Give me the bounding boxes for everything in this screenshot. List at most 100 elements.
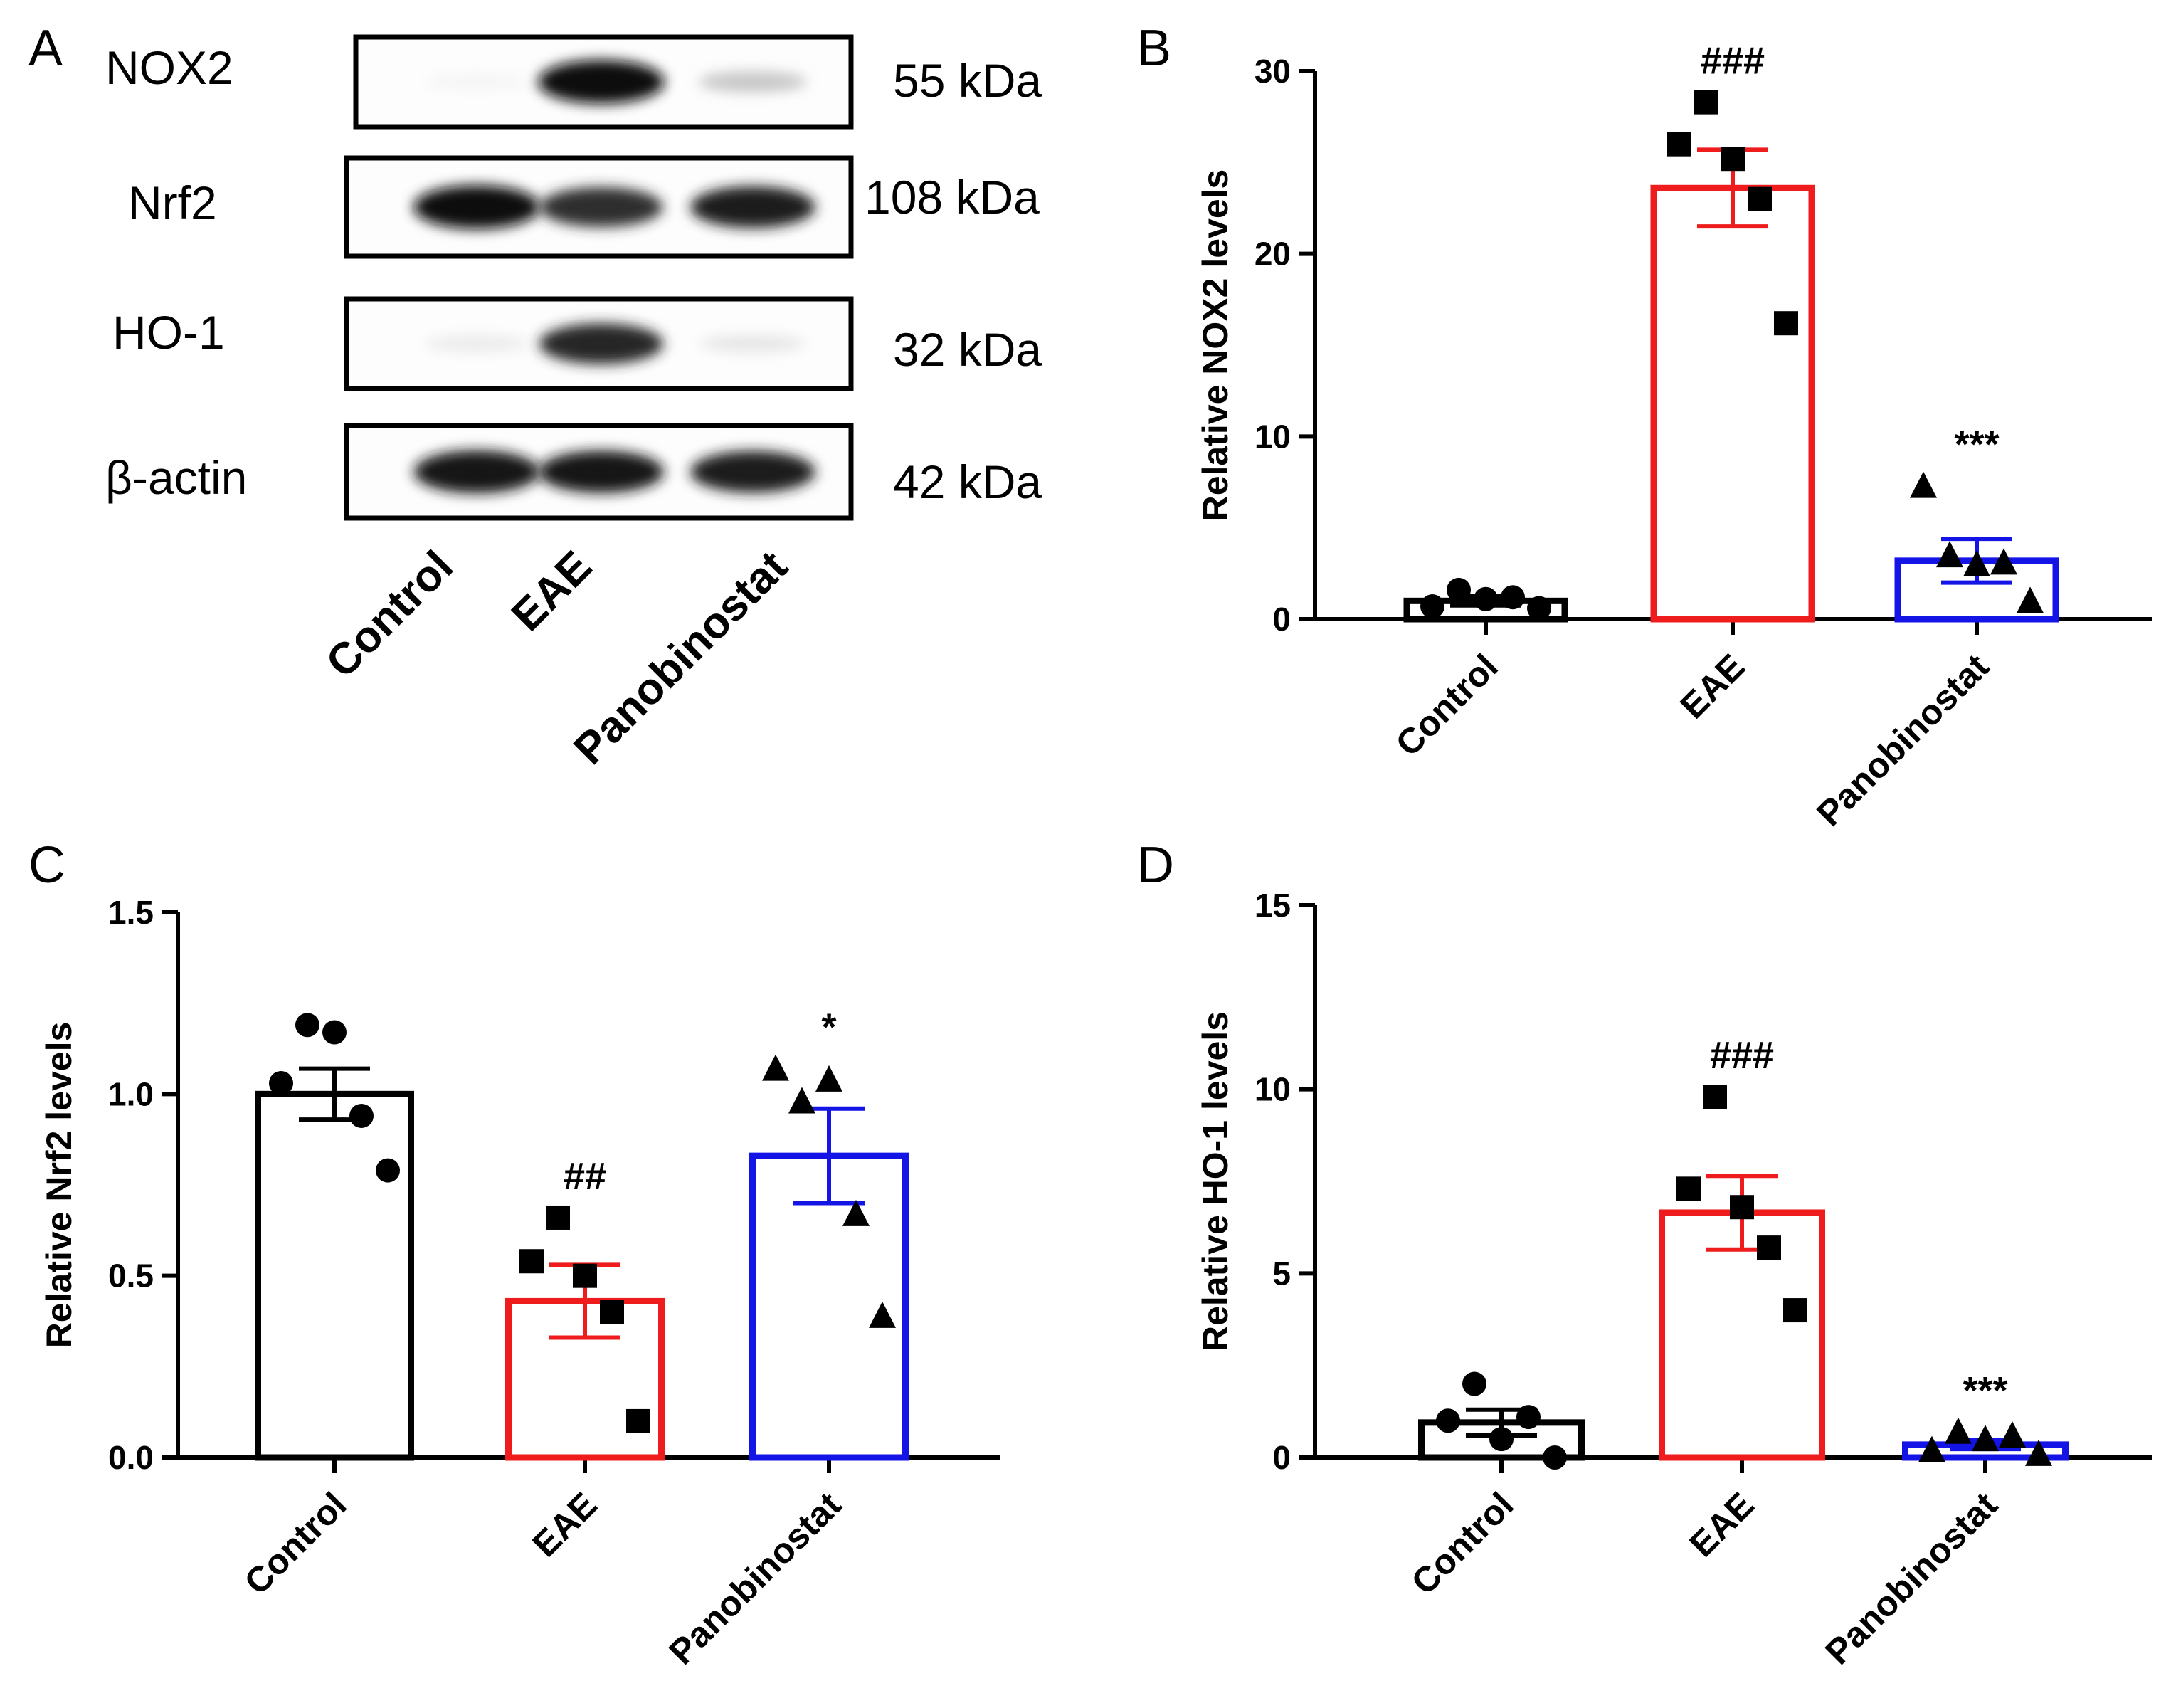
data-point-eae [1676, 1176, 1701, 1201]
blot-band-eae [539, 323, 664, 364]
nox2-bar-chart: B 0 10 20 30 Relative NOX2 levels Control ### EA… [1137, 20, 2152, 834]
blot-row-nrf2: Nrf2 108 kDa [128, 155, 1040, 259]
y-tick-label: 5 [1272, 1255, 1291, 1292]
significance-label-panobinostat: *** [1963, 1369, 2007, 1412]
data-point-panobinostat [869, 1301, 896, 1328]
data-point-panobinostat [1945, 1417, 1972, 1444]
y-tick-label: 10 [1254, 418, 1291, 455]
data-point-panobinostat [1910, 471, 1937, 498]
blot-band-control [425, 74, 529, 90]
y-axis-label: Relative HO-1 levels [1195, 1011, 1235, 1351]
data-point-panobinostat [842, 1199, 870, 1226]
significance-label-eae: ### [1710, 1034, 1774, 1077]
y-tick-label: 0 [1272, 1439, 1291, 1476]
data-point-control [1489, 1427, 1514, 1452]
data-point-eae [546, 1205, 570, 1230]
blot-band-panobinostat [700, 334, 805, 353]
blot-kda-label: 32 kDa [893, 323, 1042, 376]
blot-band-control [424, 335, 529, 352]
x-category-label-eae: EAE [524, 1485, 604, 1564]
data-point-control [1501, 585, 1525, 610]
data-point-control [322, 1020, 347, 1045]
y-tick-label: 0.5 [108, 1258, 154, 1295]
data-point-panobinostat [1918, 1435, 1945, 1462]
blot-band-eae [539, 186, 663, 228]
data-point-panobinostat [1936, 541, 1963, 568]
blot-band-control [413, 185, 541, 229]
blot-row-nox2: NOX2 55 kDa [105, 34, 1042, 130]
data-point-panobinostat [788, 1087, 815, 1114]
panel-label-c: C [28, 837, 65, 894]
blot-band-control [413, 450, 540, 494]
y-tick-label: 30 [1254, 53, 1291, 90]
data-point-control [1527, 596, 1551, 621]
y-axis-label: Relative NOX2 levels [1195, 169, 1235, 522]
blot-band-panobinostat [690, 186, 815, 228]
data-point-eae [1721, 147, 1745, 172]
blot-kda-label: 55 kDa [893, 54, 1042, 107]
data-point-eae [600, 1300, 624, 1324]
data-point-eae [1667, 132, 1691, 157]
data-point-eae [1774, 311, 1798, 336]
data-point-control [295, 1013, 319, 1038]
significance-label-eae: ## [564, 1155, 606, 1198]
data-point-panobinostat [1999, 1420, 2026, 1448]
bar-control [255, 1090, 414, 1461]
western-blot-panel: A NOX2 55 kDa Nrf2 108 kDa HO-1 32 kDa β-actin… [28, 20, 1042, 774]
data-point-eae [1748, 186, 1772, 211]
panel-label-a: A [28, 20, 63, 77]
x-category-label-panobinostat: Panobinostat [661, 1485, 849, 1672]
data-point-eae [1703, 1085, 1727, 1109]
data-point-panobinostat [1990, 548, 2017, 575]
blot-lane-label-eae: EAE [502, 542, 601, 640]
y-tick-label: 0 [1272, 601, 1291, 638]
blot-band-panobinostat [690, 450, 815, 493]
blot-protein-label: NOX2 [105, 41, 233, 94]
y-axis-label: Relative Nrf2 levels [39, 1022, 79, 1349]
y-tick-label: 1.0 [108, 1075, 154, 1112]
data-point-eae [1757, 1235, 1781, 1260]
x-category-label-eae: EAE [1672, 646, 1752, 726]
data-point-panobinostat [762, 1054, 789, 1081]
data-point-eae [1694, 90, 1718, 115]
x-category-label-control: Control [1404, 1485, 1521, 1602]
blot-row-actin: β-actin 42 kDa [105, 423, 1042, 521]
bar-eae [1659, 1209, 1825, 1461]
significance-label-panobinostat: *** [1954, 423, 1999, 466]
blot-lane-label-control: Control [317, 542, 463, 687]
x-category-label-eae: EAE [1681, 1485, 1761, 1564]
blot-protein-label: HO-1 [112, 306, 225, 359]
data-point-control [1474, 586, 1498, 611]
nrf2-bar-chart: C 0.0 0.5 1.0 1.5 Relative Nrf2 levels Control… [28, 837, 1000, 1672]
blot-band-eae [538, 450, 665, 493]
data-point-control [349, 1103, 374, 1128]
data-point-control [1516, 1405, 1541, 1430]
blot-kda-label: 42 kDa [893, 455, 1042, 508]
data-point-control [1462, 1371, 1486, 1396]
y-tick-label: 20 [1254, 236, 1291, 273]
blot-band-panobinostat [699, 71, 807, 93]
significance-label-eae: ### [1701, 40, 1765, 83]
data-point-eae [573, 1263, 597, 1288]
data-point-control [1420, 594, 1444, 619]
y-tick-label: 15 [1254, 887, 1291, 924]
data-point-control [1447, 577, 1471, 602]
ho1-bar-chart: D 0 5 10 15 Relative HO-1 levels Control ### EAE… [1137, 837, 2152, 1672]
data-point-panobinostat [1963, 550, 1990, 576]
x-category-label-panobinostat: Panobinostat [1809, 646, 1997, 834]
panel-label-d: D [1137, 837, 1174, 894]
blot-protein-label: Nrf2 [128, 176, 217, 229]
y-tick-label: 0.0 [108, 1439, 154, 1476]
panel-label-b: B [1137, 20, 1171, 77]
data-point-control [1436, 1408, 1460, 1433]
x-category-label-panobinostat: Panobinostat [1817, 1485, 2005, 1672]
data-point-panobinostat [2017, 586, 2044, 613]
blot-protein-label: β-actin [105, 451, 247, 504]
significance-label-panobinostat: * [821, 1006, 836, 1049]
y-tick-label: 10 [1254, 1071, 1291, 1108]
data-point-eae [1730, 1195, 1754, 1220]
data-point-control [1543, 1445, 1567, 1470]
bar-eae [1650, 184, 1815, 623]
blot-row-ho-1: HO-1 32 kDa [112, 296, 1042, 391]
